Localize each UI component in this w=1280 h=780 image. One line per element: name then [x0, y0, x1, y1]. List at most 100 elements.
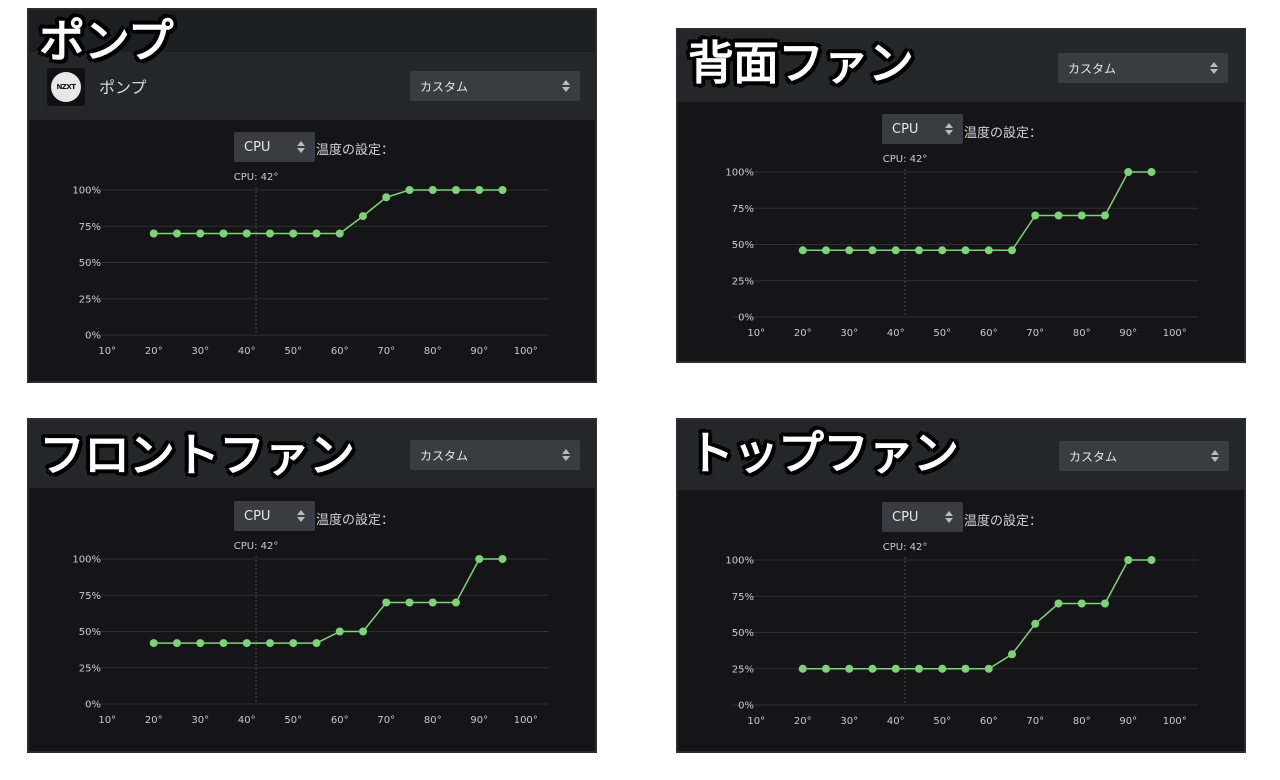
curve-point[interactable] — [868, 246, 877, 255]
curve-point[interactable] — [1077, 599, 1086, 608]
curve-point[interactable] — [1101, 599, 1109, 608]
curve-point[interactable] — [359, 627, 367, 636]
profile-select[interactable]: カスタム — [410, 71, 580, 101]
curve-point[interactable] — [452, 186, 460, 194]
curve-point[interactable] — [405, 186, 414, 194]
curve-point[interactable] — [798, 246, 807, 255]
curve-point[interactable] — [1031, 619, 1040, 628]
curve-point[interactable] — [405, 598, 414, 607]
select-arrows-icon — [1211, 450, 1219, 462]
curve-point[interactable] — [382, 598, 391, 607]
rear-fan-panel: カスタム CPU 温度の設定： 0% 25% 50% 75% 100% 10° 20° 30°… — [676, 28, 1246, 363]
x-tick-label: 60° — [980, 716, 998, 727]
curve-point[interactable] — [498, 186, 507, 194]
profile-select[interactable]: カスタム — [410, 440, 580, 470]
x-tick-label: 50° — [933, 716, 951, 727]
curve-point[interactable] — [173, 639, 181, 648]
curve-point[interactable] — [242, 639, 251, 648]
fan-curve-line — [802, 559, 1152, 670]
sensor-select[interactable]: CPU — [882, 502, 963, 532]
curve-point[interactable] — [312, 639, 321, 648]
curve-point[interactable] — [961, 246, 970, 255]
curve-point[interactable] — [219, 229, 228, 238]
curve-point[interactable] — [196, 229, 205, 238]
curve-point[interactable] — [266, 639, 274, 648]
curve-point[interactable] — [242, 229, 251, 238]
top-fan-panel: カスタム CPU 温度の設定： 0% 25% 50% 75% 100% 10° 20° 30°… — [676, 418, 1246, 753]
y-tick-label: 25% — [79, 663, 101, 674]
curve-point[interactable] — [266, 229, 274, 238]
curve-point[interactable] — [335, 627, 344, 636]
curve-point[interactable] — [1124, 168, 1133, 176]
curve-point[interactable] — [219, 639, 228, 648]
nzxt-logo-icon: NZXT — [47, 68, 85, 106]
curve-point[interactable] — [452, 598, 460, 607]
curve-point[interactable] — [1008, 650, 1016, 659]
curve-point[interactable] — [891, 246, 900, 255]
x-tick-label: 100° — [514, 715, 538, 726]
curve-point[interactable] — [196, 639, 205, 648]
y-tick-label: 50% — [79, 627, 101, 638]
curve-point[interactable] — [868, 664, 877, 673]
profile-select[interactable]: カスタム — [1058, 53, 1228, 83]
sensor-select[interactable]: CPU — [882, 114, 963, 144]
temperature-setting-label: 温度の設定： — [964, 514, 1043, 529]
curve-point[interactable] — [1124, 556, 1133, 564]
select-arrows-icon — [562, 80, 570, 92]
curve-point[interactable] — [1031, 211, 1040, 220]
curve-point[interactable] — [382, 193, 391, 202]
curve-point[interactable] — [289, 639, 298, 648]
curve-point[interactable] — [1054, 211, 1063, 220]
curve-point[interactable] — [915, 664, 923, 673]
curve-point[interactable] — [428, 598, 437, 607]
curve-point[interactable] — [961, 664, 970, 673]
curve-point[interactable] — [938, 246, 947, 255]
y-tick-label: 100% — [72, 555, 101, 566]
curve-point[interactable] — [335, 229, 344, 238]
fan-curve-chart[interactable]: 0% 25% 50% 75% 100% 10° 20° 30° 40° 50° 60° 70° 80° 9… — [678, 30, 1244, 361]
curve-point[interactable] — [1054, 599, 1063, 608]
sensor-select[interactable]: CPU — [234, 501, 315, 531]
pump-caption: ポンプ — [39, 14, 174, 68]
x-tick-label: 80° — [1073, 716, 1091, 727]
x-tick-label: 80° — [424, 346, 442, 357]
curve-point[interactable] — [845, 664, 854, 673]
fan-curve-chart[interactable]: 0% 25% 50% 75% 100% 10° 20° 30° 40° 50° 60° 70° 80° 9… — [29, 10, 595, 381]
curve-point[interactable] — [822, 664, 830, 673]
x-tick-label: 10° — [98, 715, 116, 726]
curve-point[interactable] — [359, 212, 367, 221]
y-tick-label: 0% — [85, 700, 101, 711]
x-tick-label: 40° — [887, 716, 905, 727]
curve-point[interactable] — [498, 555, 507, 563]
curve-point[interactable] — [289, 229, 298, 238]
curve-point[interactable] — [428, 186, 437, 194]
curve-point[interactable] — [1147, 168, 1156, 176]
curve-point[interactable] — [1077, 211, 1086, 220]
curve-point[interactable] — [149, 639, 158, 648]
x-tick-label: 50° — [933, 328, 951, 339]
curve-point[interactable] — [845, 246, 854, 255]
curve-point[interactable] — [1147, 556, 1156, 564]
curve-point[interactable] — [984, 246, 993, 255]
curve-point[interactable] — [915, 246, 923, 255]
curve-point[interactable] — [173, 229, 181, 238]
curve-point[interactable] — [938, 664, 947, 673]
curve-point[interactable] — [1008, 246, 1016, 255]
curve-point[interactable] — [798, 664, 807, 673]
curve-point[interactable] — [475, 186, 484, 194]
x-tick-label: 90° — [470, 346, 488, 357]
curve-point[interactable] — [312, 229, 321, 238]
curve-point[interactable] — [822, 246, 830, 255]
curve-point[interactable] — [984, 664, 993, 673]
x-tick-label: 60° — [331, 715, 349, 726]
profile-select[interactable]: カスタム — [1059, 441, 1229, 471]
pump-panel: NZXT ポンプ カスタム CPU 温度の設定： 0% 25% 50% 75% 100%… — [27, 8, 597, 383]
curve-point[interactable] — [891, 664, 900, 673]
fan-curve-chart[interactable]: 0% 25% 50% 75% 100% 10° 20° 30° 40° 50° 60° 70° 80° 9… — [29, 420, 595, 751]
curve-point[interactable] — [1101, 211, 1109, 220]
curve-point[interactable] — [475, 555, 484, 563]
curve-point[interactable] — [149, 229, 158, 238]
fan-curve-chart[interactable]: 0% 25% 50% 75% 100% 10° 20° 30° 40° 50° 60° 70° 80° 9… — [678, 420, 1244, 751]
x-tick-label: 70° — [377, 715, 395, 726]
sensor-select[interactable]: CPU — [234, 132, 315, 162]
